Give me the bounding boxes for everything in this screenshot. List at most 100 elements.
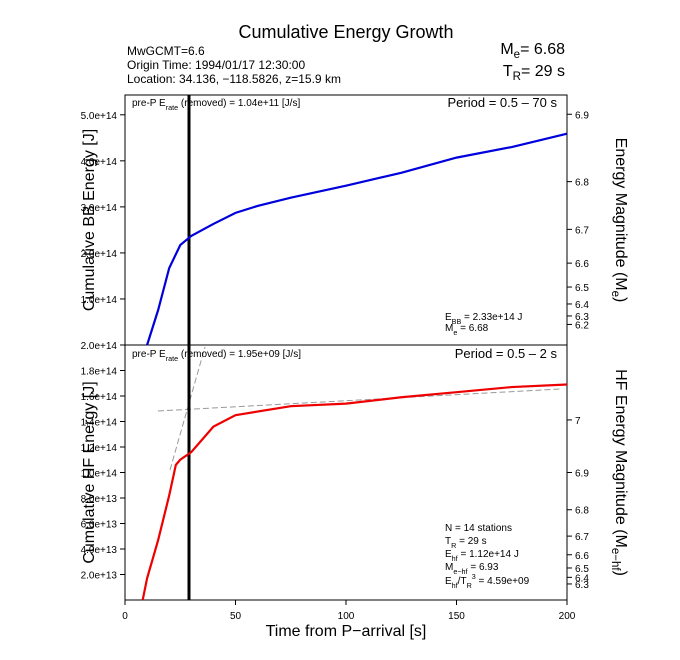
annotation-part: E — [445, 549, 452, 560]
summary-part: T — [503, 63, 513, 80]
y-tick-label: 2.0e+14 — [81, 341, 118, 352]
fit-line — [157, 388, 561, 412]
annotation-part: Period = 0.5 – 70 s — [448, 95, 558, 110]
annotation-part: pre-P E — [132, 349, 166, 360]
annotation-part: = 4.59e+09 — [476, 576, 530, 587]
annotation-part: rate — [166, 354, 178, 363]
summary-part: e — [514, 49, 520, 61]
y2-tick-label: 6.8 — [575, 506, 589, 517]
annotation: EBB = 2.33e+14 J — [445, 312, 522, 326]
annotation-part: N = 14 stations — [445, 523, 512, 534]
y2-tick-label: 7 — [575, 416, 581, 427]
y2-axis-label: HF Energy Magnitude (Me−hf) — [609, 369, 629, 576]
annotation: TR = 29 s — [445, 536, 487, 550]
y2-tick-label: 6.6 — [575, 259, 589, 270]
annotation-part: (removed) = 1.04e+11 [J/s] — [178, 98, 300, 109]
y2-tick-label: 6.7 — [575, 225, 589, 236]
x-tick-label: 100 — [338, 611, 355, 622]
y2-axis-label-part: HF Energy Magnitude (M — [612, 369, 629, 548]
annotation-part: = 6.68 — [457, 323, 488, 334]
summary-part: M — [500, 41, 513, 58]
y2-tick-label: 6.3 — [575, 312, 589, 323]
info-line: Location: 34.136, −118.5826, z=15.9 km — [127, 72, 341, 86]
y-tick-label: 1.4e+14 — [81, 418, 118, 429]
y-axis-label: Cumulative HF Energy [J] — [81, 381, 98, 563]
y2-tick-label: 6.3 — [575, 580, 589, 591]
annotation-part: R — [451, 541, 456, 550]
annotation-part: pre-P E — [132, 98, 166, 109]
annotation-part: = 2.33e+14 J — [461, 312, 522, 323]
y-tick-label: 2.0e+13 — [81, 571, 118, 582]
annotation-part: = 29 s — [456, 536, 486, 547]
x-axis-label: Time from P−arrival [s] — [266, 623, 427, 640]
annotation: N = 14 stations — [445, 523, 512, 534]
y-tick-label: 1.0e+14 — [81, 295, 118, 306]
y2-axis-label: Energy Magnitude (Me) — [609, 138, 629, 303]
y2-tick-label: 6.4 — [575, 300, 589, 311]
annotation-part: E — [445, 576, 452, 587]
y2-tick-label: 6.4 — [575, 573, 589, 584]
y-tick-label: 1.8e+14 — [81, 367, 118, 378]
summary-part: = 6.68 — [520, 41, 565, 58]
y2-tick-label: 6.9 — [575, 469, 589, 480]
y2-tick-label: 6.6 — [575, 551, 589, 562]
summary-part: = 29 s — [521, 63, 565, 80]
annotation-part: E — [445, 312, 452, 323]
annotation-part: M — [445, 323, 453, 334]
y2-tick-label: 6.7 — [575, 532, 589, 543]
y2-axis-label-part: Energy Magnitude (M — [612, 138, 629, 291]
annotation-part: M — [445, 562, 453, 573]
annotation: Ehf = 1.12e+14 J — [445, 549, 519, 563]
x-tick-label: 200 — [559, 611, 576, 622]
summary: Me= 6.68 — [500, 41, 565, 61]
data-line — [146, 132, 568, 346]
annotation: pre-P Erate (removed) = 1.95e+09 [J/s] — [132, 349, 301, 363]
annotation-part: T — [445, 536, 451, 547]
y-tick-label: 1.6e+14 — [81, 392, 118, 403]
x-tick-label: 50 — [230, 611, 242, 622]
annotation-part: Period = 0.5 – 2 s — [455, 346, 558, 361]
y-tick-label: 1.2e+14 — [81, 443, 118, 454]
annotation-part: hf — [452, 554, 458, 563]
y-tick-label: 6.0e+13 — [81, 520, 118, 531]
info-line: MwGCMT=6.6 — [127, 44, 205, 58]
y2-tick-label: 6.8 — [575, 178, 589, 189]
summary-part: R — [513, 71, 521, 83]
annotation-part: R — [467, 581, 472, 590]
annotation-part: = 1.12e+14 J — [458, 549, 519, 560]
y-tick-label: 2.0e+14 — [81, 249, 118, 260]
y-tick-label: 1.0e+14 — [81, 469, 118, 480]
annotation-part: rate — [166, 103, 178, 112]
summary: TR= 29 s — [503, 63, 565, 83]
y-tick-label: 5.0e+14 — [81, 111, 118, 122]
annotation: Period = 0.5 – 2 s — [455, 346, 558, 361]
chart-title: Cumulative Energy Growth — [238, 22, 453, 42]
annotation-part: (removed) = 1.95e+09 [J/s] — [178, 349, 301, 360]
y-tick-label: 3.0e+14 — [81, 203, 118, 214]
y2-axis-label-part: e−hf — [609, 548, 621, 572]
annotation: Me−hf = 6.93 — [445, 562, 499, 576]
y2-tick-label: 6.5 — [575, 283, 589, 294]
y2-axis-label-part: ) — [612, 571, 629, 576]
annotation-part: BB — [452, 317, 462, 326]
annotation-part: 3 — [472, 572, 476, 581]
annotation: pre-P Erate (removed) = 1.04e+11 [J/s] — [132, 98, 300, 112]
annotation-part: hf — [452, 581, 458, 590]
y-tick-label: 4.0e+14 — [81, 157, 118, 168]
y-tick-label: 8.0e+13 — [81, 494, 118, 505]
x-tick-label: 0 — [122, 611, 128, 622]
annotation: Period = 0.5 – 70 s — [448, 95, 558, 110]
y2-tick-label: 6.9 — [575, 110, 589, 121]
y2-axis-label-part: ) — [612, 297, 629, 302]
y2-axis-label-part: e — [609, 291, 621, 297]
y-tick-label: 4.0e+13 — [81, 545, 118, 556]
annotation-part: e — [453, 328, 457, 337]
annotation-part: = 6.93 — [468, 562, 499, 573]
y-axis-label: Cumulative BB Energy [J] — [81, 129, 98, 311]
annotation-part: /T — [458, 576, 467, 587]
x-tick-label: 150 — [448, 611, 465, 622]
info-line: Origin Time: 1994/01/17 12:30:00 — [127, 58, 305, 72]
annotation: Me = 6.68 — [445, 323, 489, 337]
